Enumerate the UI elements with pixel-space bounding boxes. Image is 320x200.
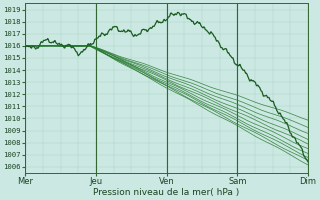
X-axis label: Pression niveau de la mer( hPa ): Pression niveau de la mer( hPa ) bbox=[93, 188, 240, 197]
